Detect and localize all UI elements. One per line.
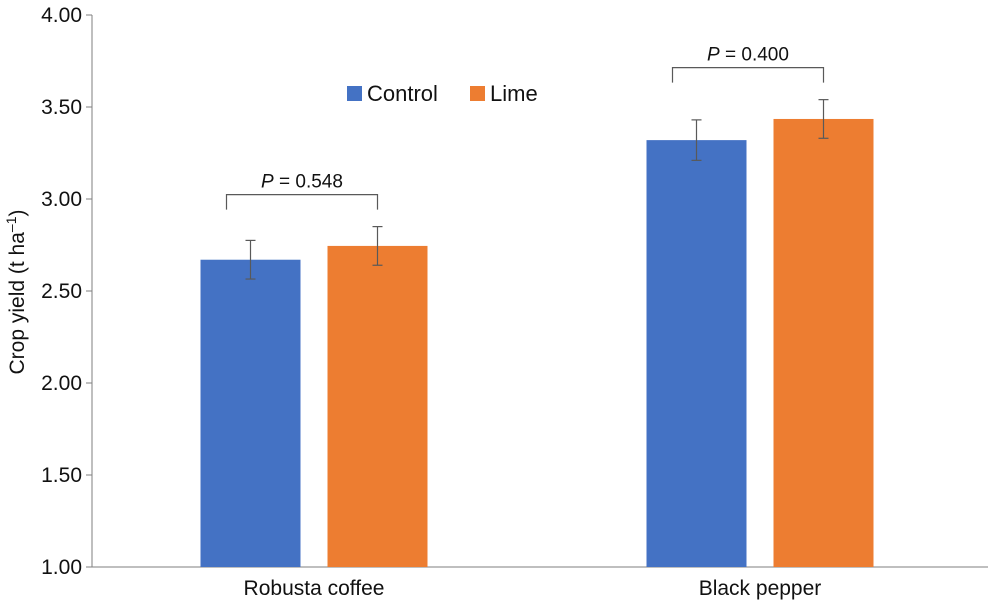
p-value-bracket (671, 67, 825, 83)
legend-label-control: Control (367, 81, 438, 106)
p-value-label: P = 0.548 (261, 172, 343, 193)
bars (200, 118, 874, 568)
p-symbol: P (707, 45, 720, 66)
y-axis-title-main: Crop yield (t ha (6, 232, 29, 375)
x-axis-labels: Robusta coffee Black pepper (244, 577, 822, 600)
legend: Control Lime (347, 81, 538, 106)
y-tick-label: 2.00 (41, 372, 82, 395)
p-value: = 0.400 (720, 45, 789, 66)
y-tick-label: 4.00 (41, 4, 82, 27)
p-value-bracket (225, 194, 379, 210)
y-tick-label: 1.50 (41, 464, 82, 487)
y-tick-label: 1.00 (41, 556, 82, 579)
bar-lime-1 (773, 118, 874, 568)
p-value: = 0.548 (274, 172, 343, 193)
p-symbol: P (261, 172, 274, 193)
y-axis-title: Crop yield (t ha–1) (3, 210, 29, 375)
y-tick-label: 3.50 (41, 96, 82, 119)
y-tick-label: 3.00 (41, 188, 82, 211)
legend-label-lime: Lime (490, 81, 538, 106)
x-category-label: Robusta coffee (244, 577, 385, 600)
bar-lime-0 (327, 245, 428, 568)
y-axis-title-close: ) (6, 210, 29, 217)
bar-control-0 (200, 259, 301, 567)
x-category-label: Black pepper (699, 577, 822, 600)
bar-control-1 (646, 140, 747, 567)
y-axis-title-sup: –1 (3, 216, 19, 232)
p-value-label: P = 0.400 (707, 45, 789, 66)
y-tick-label: 2.50 (41, 280, 82, 303)
error-bars (245, 99, 829, 280)
legend-swatch-lime (470, 86, 485, 101)
legend-swatch-control (347, 86, 362, 101)
